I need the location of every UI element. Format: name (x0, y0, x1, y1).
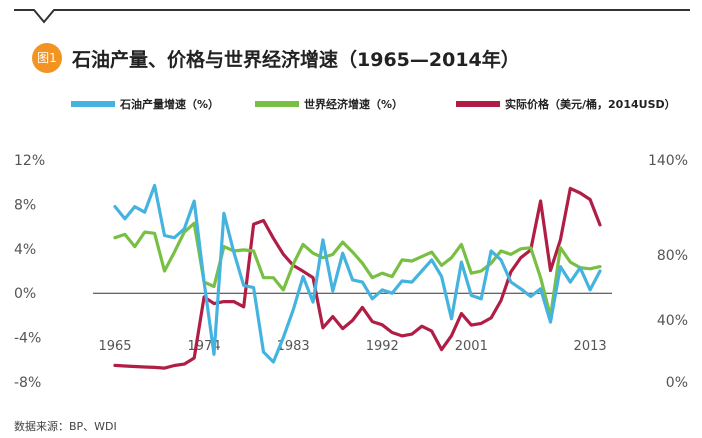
y-left-tick-label: 12% (14, 153, 45, 169)
source-note: 数据来源：BP、WDI (14, 419, 117, 433)
series-layer (113, 183, 602, 370)
legend-swatch-oil-production (71, 101, 115, 107)
y-left-tick-label: 8% (14, 197, 36, 213)
real-price-line (113, 186, 602, 370)
figure-badge-label: 图1 (37, 51, 57, 65)
x-tick-label: 1965 (98, 339, 131, 354)
y-right-tick-label: 0% (666, 375, 688, 391)
x-tick-label: 2001 (455, 339, 488, 354)
legend: 石油产量增速（%） 世界经济增速（%） 实际价格（美元/桶，2014USD） (71, 97, 676, 111)
y-right-tick-label: 40% (657, 313, 688, 329)
legend-label-real-price: 实际价格（美元/桶，2014USD） (505, 97, 676, 111)
axes: 12%8%4%0%-4%-8%140%80%40%0%1965 1974 1983 1… (14, 153, 688, 391)
figure-badge (32, 43, 62, 73)
legend-swatch-world-economy (255, 101, 299, 107)
world-economy-line (113, 221, 602, 319)
legend-label-world-economy: 世界经济增速（%） (304, 97, 403, 111)
y-right-tick-label: 140% (648, 153, 688, 169)
y-right-tick-label: 80% (657, 248, 688, 264)
legend-label-oil-production: 石油产量增速（%） (119, 97, 219, 111)
legend-swatch-real-price (456, 101, 500, 107)
x-tick-label: 1983 (277, 339, 310, 354)
x-tick-label: 1992 (366, 339, 399, 354)
y-left-tick-label: 4% (14, 242, 36, 258)
chart-title: 石油产量、价格与世界经济增速（1965—2014年） (71, 48, 520, 71)
oil-production-line (113, 183, 602, 364)
top-rule (14, 9, 690, 24)
y-left-tick-label: -8% (14, 375, 41, 391)
y-left-tick-label: -4% (14, 331, 41, 347)
chart-header: 图1 石油产量、价格与世界经济增速（1965—2014年） (32, 43, 520, 73)
y-left-tick-label: 0% (14, 286, 36, 302)
x-tick-label: 2013 (574, 339, 607, 354)
